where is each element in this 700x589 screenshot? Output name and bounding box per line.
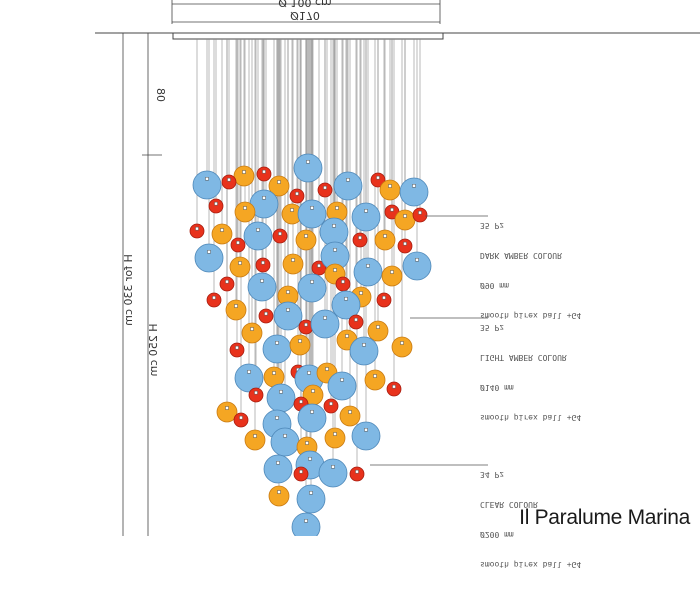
callout-colour: DARK AMBER COLOUR — [480, 251, 562, 260]
clear-ball — [291, 512, 321, 536]
light-amber-ball — [233, 165, 255, 187]
callout-qty: 34 Pz — [480, 470, 505, 479]
callout-qty: 35 Pz — [480, 323, 505, 332]
clear-ball — [192, 170, 222, 200]
light-amber-ball — [391, 336, 413, 358]
light-amber-ball — [234, 201, 256, 223]
dark-amber-ball — [386, 381, 402, 397]
clear-ball — [351, 202, 381, 232]
clear-ball — [353, 257, 383, 287]
callout-size: Ø200 mm — [480, 530, 514, 539]
clear-ball — [402, 251, 432, 281]
light-amber-ball — [244, 429, 266, 451]
light-amber-ball — [216, 401, 238, 423]
brand-watermark: Il Paralume Marina — [519, 506, 690, 529]
dark-amber-ball — [348, 314, 364, 330]
light-amber-ball — [268, 175, 290, 197]
dark-amber-ball — [397, 238, 413, 254]
callout-light-amber: smooth pirex ball +G4 Ø140 mm LIGHT AMBE… — [480, 312, 581, 442]
dark-amber-ball — [233, 412, 249, 428]
callout-colour: LIGHT AMBER COLOUR — [480, 353, 567, 362]
light-amber-ball — [381, 265, 403, 287]
light-amber-ball — [379, 179, 401, 201]
light-amber-ball — [211, 223, 233, 245]
clear-ball — [297, 199, 327, 229]
callout-title: smooth pirex ball +G4 — [480, 560, 582, 569]
dark-amber-ball — [349, 466, 365, 482]
light-amber-ball — [324, 427, 346, 449]
light-amber-ball — [302, 384, 324, 406]
clear-ball — [399, 177, 429, 207]
callout-title: smooth pirex ball +G4 — [480, 413, 582, 422]
dark-amber-ball — [219, 276, 235, 292]
clear-ball — [351, 421, 381, 451]
clear-ball — [297, 403, 327, 433]
clear-ball — [262, 334, 292, 364]
clear-ball — [349, 336, 379, 366]
callout-size: Ø90 mm — [480, 281, 509, 290]
clear-ball — [243, 221, 273, 251]
dim-segment-text: 80 — [154, 88, 167, 102]
clear-ball — [318, 458, 348, 488]
chandelier-drawing: Ø 100 cm Ø170 80 H for 330 cm H 250 cm — [95, 0, 700, 536]
dark-amber-ball — [229, 342, 245, 358]
dark-amber-ball — [335, 276, 351, 292]
clear-ball — [273, 301, 303, 331]
dark-amber-ball — [272, 228, 288, 244]
light-amber-ball — [289, 334, 311, 356]
light-amber-ball — [229, 256, 251, 278]
clear-ball — [234, 363, 264, 393]
callout-qty: 35 Pz — [480, 221, 505, 230]
clear-ball — [327, 371, 357, 401]
light-amber-ball — [241, 322, 263, 344]
canopy-plate — [172, 32, 444, 40]
clear-ball — [310, 309, 340, 339]
dark-amber-ball — [376, 292, 392, 308]
light-amber-ball — [374, 229, 396, 251]
clear-ball — [263, 454, 293, 484]
dark-amber-ball — [255, 257, 271, 273]
dark-amber-ball — [293, 466, 309, 482]
light-amber-ball — [225, 299, 247, 321]
dark-amber-ball — [189, 223, 205, 239]
light-amber-ball — [268, 485, 290, 507]
dim-top-width-text: Ø 100 cm — [278, 0, 331, 9]
dark-amber-ball — [352, 232, 368, 248]
light-amber-ball — [367, 320, 389, 342]
dark-amber-ball — [256, 166, 272, 182]
dark-amber-ball — [317, 182, 333, 198]
dark-amber-ball — [412, 207, 428, 223]
dark-amber-ball — [230, 237, 246, 253]
light-amber-ball — [295, 229, 317, 251]
clear-ball — [296, 484, 326, 514]
clear-ball — [331, 290, 361, 320]
dim-body-height-text: H 250 cm — [147, 323, 160, 376]
dark-amber-ball — [370, 172, 386, 188]
clear-ball — [297, 273, 327, 303]
clear-ball — [247, 272, 277, 302]
dark-amber-ball — [248, 387, 264, 403]
light-amber-ball — [394, 209, 416, 231]
dark-amber-ball — [258, 308, 274, 324]
light-amber-ball — [282, 253, 304, 275]
clear-ball — [293, 153, 323, 183]
clear-ball — [194, 243, 224, 273]
dim-total-height-text: H for 330 cm — [122, 254, 135, 326]
dark-amber-ball — [289, 188, 305, 204]
dark-amber-ball — [206, 292, 222, 308]
light-amber-ball — [339, 405, 361, 427]
dark-amber-ball — [323, 398, 339, 414]
clear-ball — [270, 427, 300, 457]
glass-balls — [189, 153, 432, 536]
dark-amber-ball — [221, 174, 237, 190]
dark-amber-ball — [208, 198, 224, 214]
callout-size: Ø140 mm — [480, 383, 514, 392]
dark-amber-ball — [311, 260, 327, 276]
clear-ball — [266, 383, 296, 413]
light-amber-ball — [364, 369, 386, 391]
clear-ball — [333, 171, 363, 201]
dim-top-diameter-text: Ø170 — [290, 9, 320, 22]
